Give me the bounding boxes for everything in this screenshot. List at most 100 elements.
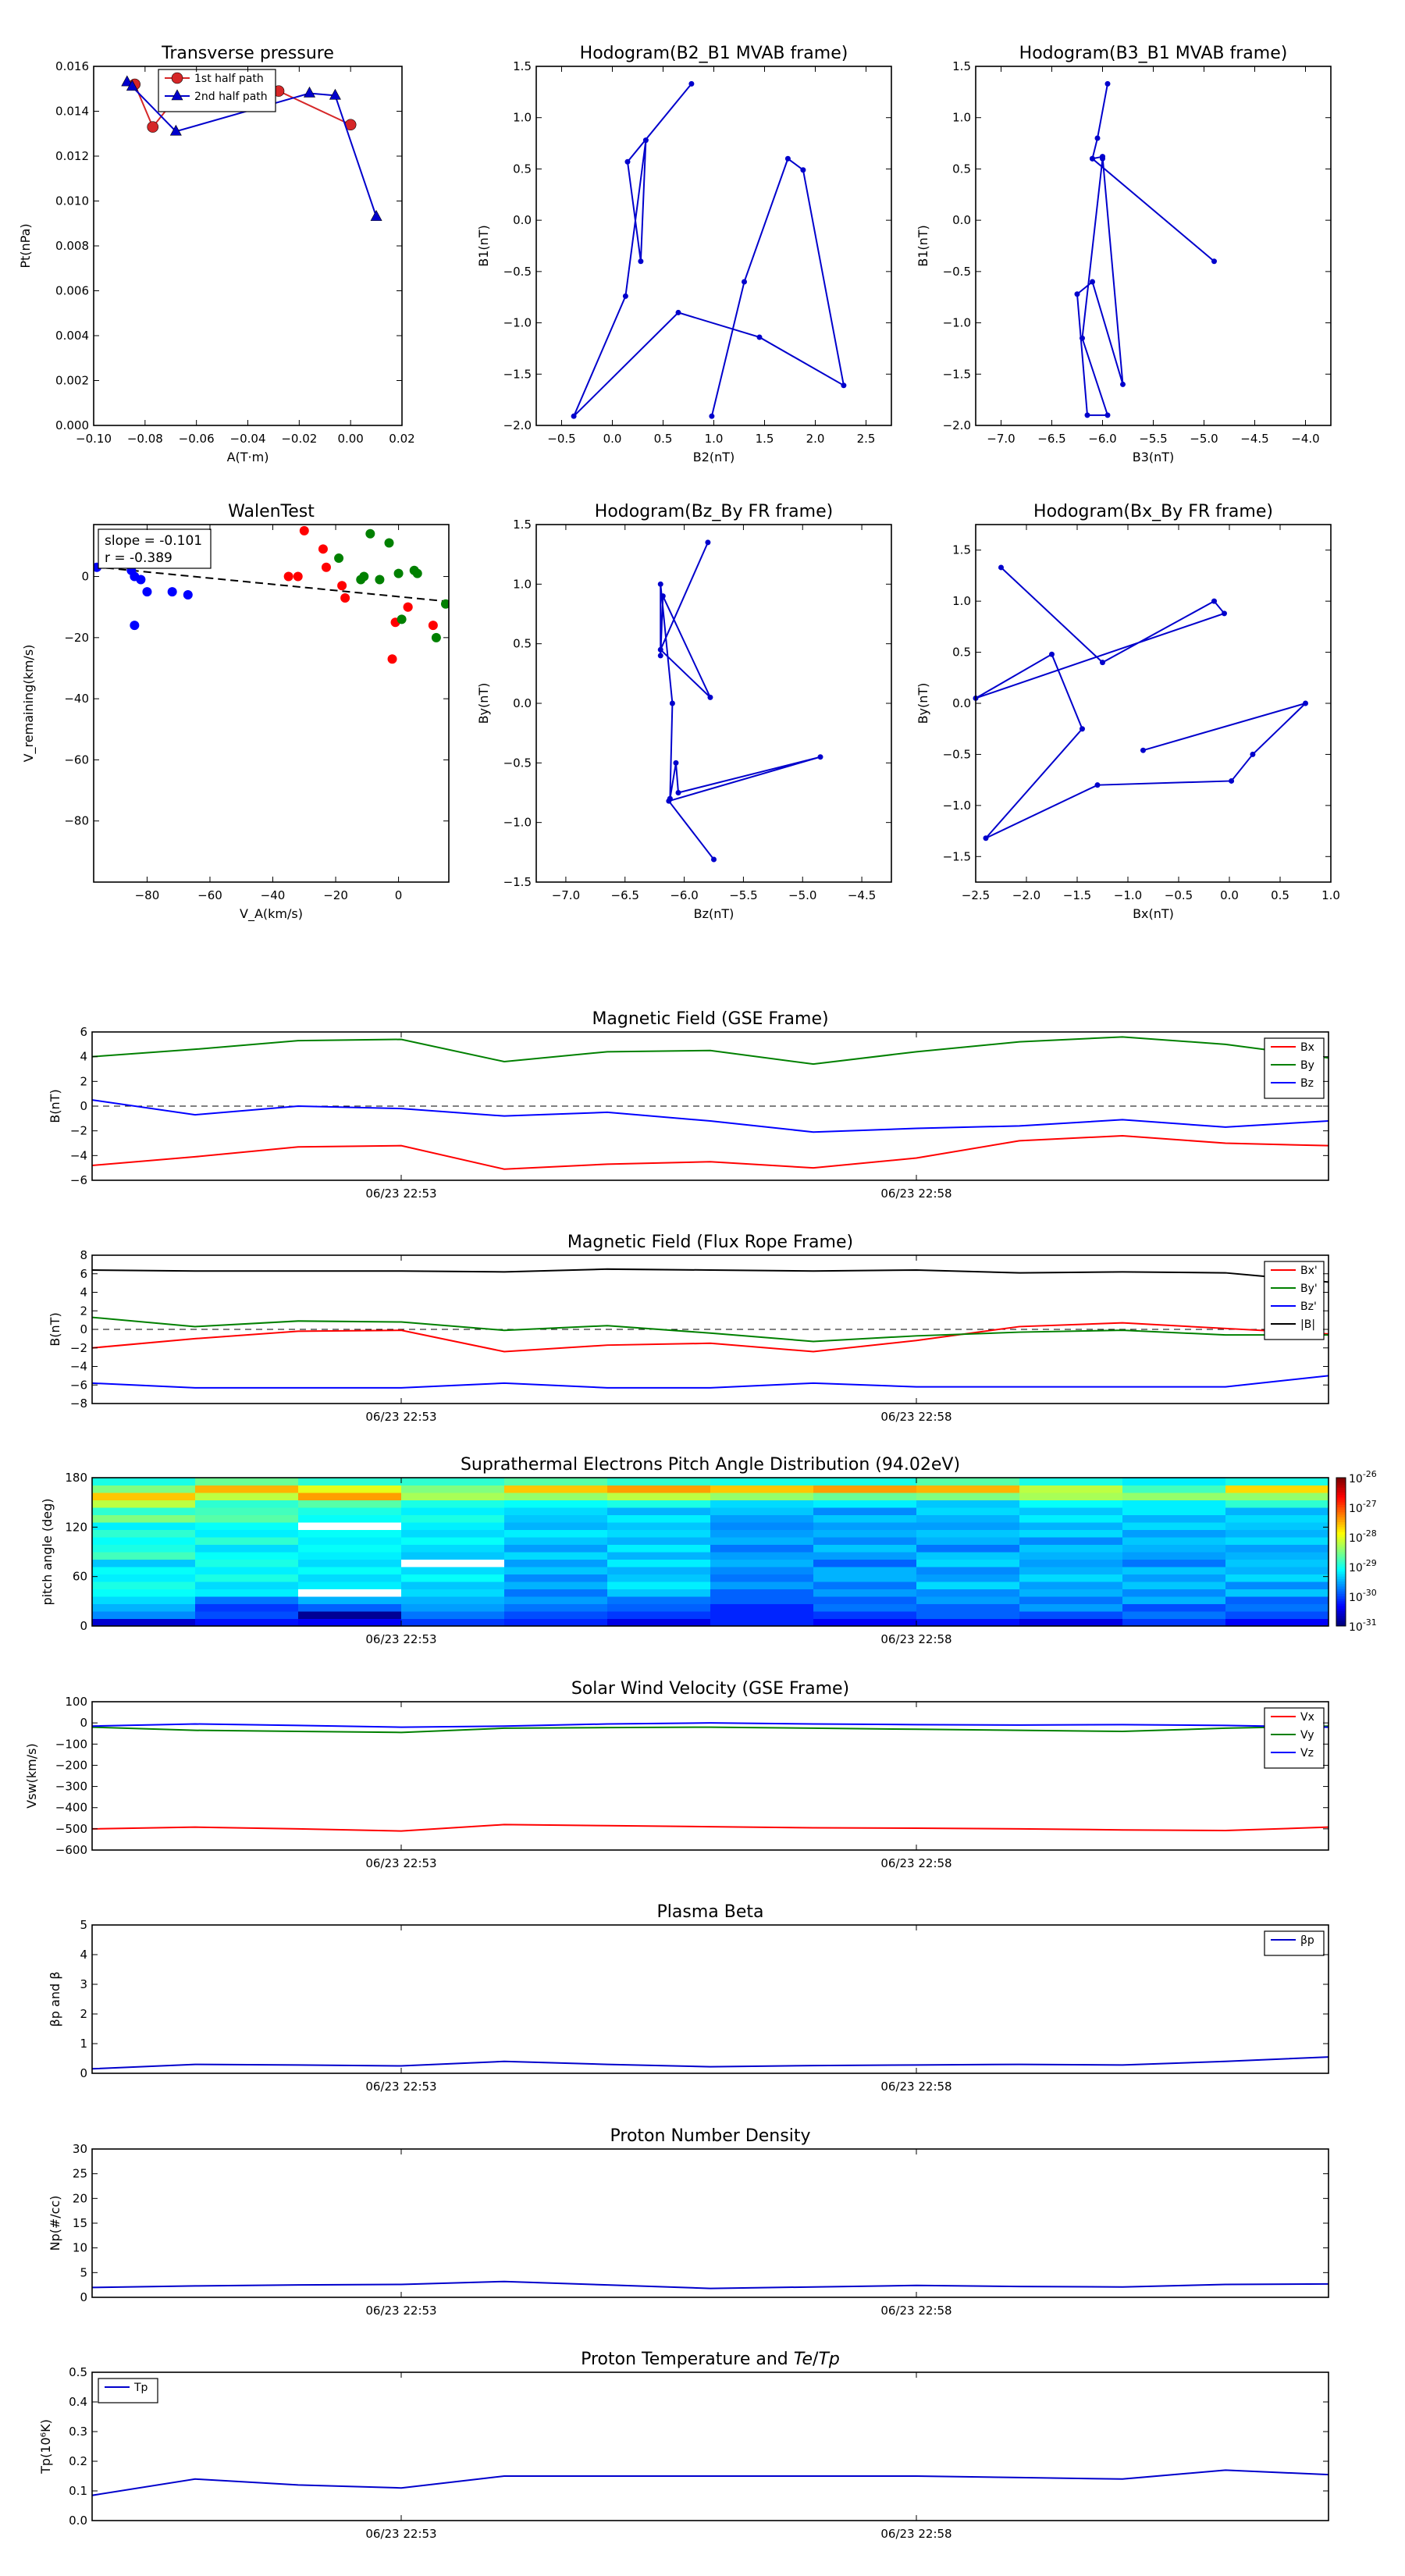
heatmap-cell xyxy=(1019,1596,1123,1604)
colorbar-segment xyxy=(1336,1574,1346,1578)
y-tick-label: 60 xyxy=(73,1570,87,1584)
heatmap-cell xyxy=(1225,1507,1329,1515)
chart-pitch_angle: Suprathermal Electrons Pitch Angle Distr… xyxy=(40,1455,1377,1646)
heatmap-cell xyxy=(1225,1552,1329,1560)
heatmap-cell xyxy=(710,1478,814,1485)
heatmap-cell xyxy=(710,1589,814,1597)
x-tick-label: −0.5 xyxy=(547,432,575,446)
heatmap-cell xyxy=(195,1478,299,1485)
x-tick-label: −0.02 xyxy=(281,432,317,446)
heatmap-cell xyxy=(607,1478,711,1485)
x-tick-label: 06/23 22:58 xyxy=(880,2080,951,2094)
heatmap-cell xyxy=(916,1478,1020,1485)
heatmap-cell xyxy=(916,1493,1020,1500)
heatmap-cell xyxy=(298,1500,402,1508)
data-point xyxy=(642,137,649,144)
scatter-point xyxy=(167,587,177,597)
x-tick-label: −5.5 xyxy=(1139,432,1167,446)
colorbar-segment xyxy=(1336,1569,1346,1572)
heatmap-cell xyxy=(504,1544,608,1553)
heatmap-cell xyxy=(813,1485,917,1493)
heatmap-cell xyxy=(1225,1574,1329,1582)
colorbar-segment xyxy=(1336,1493,1346,1496)
scatter-point xyxy=(359,571,369,582)
heatmap-cell xyxy=(1122,1507,1226,1515)
heatmap-cell xyxy=(1225,1611,1329,1619)
chart-title: Magnetic Field (Flux Rope Frame) xyxy=(567,1233,853,1252)
legend-label: βp xyxy=(1300,1934,1314,1947)
colorbar-exponent: -29 xyxy=(1363,1558,1377,1568)
data-point xyxy=(1250,751,1256,757)
heatmap-cell xyxy=(298,1544,402,1553)
heatmap-cell xyxy=(607,1522,711,1530)
heatmap-cell xyxy=(916,1529,1020,1538)
y-axis-label: By(nT) xyxy=(476,683,491,724)
colorbar-segment xyxy=(1336,1578,1346,1582)
heatmap-cell xyxy=(1019,1567,1123,1574)
hodogram-line xyxy=(573,83,845,417)
data-point xyxy=(1090,155,1095,162)
heatmap-cell xyxy=(1122,1611,1226,1619)
y-tick-label: 0 xyxy=(80,1619,87,1633)
heatmap-cell xyxy=(92,1493,196,1500)
heatmap-cell xyxy=(401,1529,505,1538)
x-tick-label: 0.02 xyxy=(389,432,414,446)
data-point xyxy=(1094,782,1101,788)
y-tick-label: −2.0 xyxy=(943,418,971,432)
heatmap-cell xyxy=(916,1582,1020,1589)
scatter-point xyxy=(299,525,309,535)
axes-frame xyxy=(91,1924,1329,2074)
y-tick-label: 6 xyxy=(80,1267,87,1281)
colorbar-segment xyxy=(1336,1564,1346,1567)
heatmap-cell xyxy=(298,1493,402,1500)
title-ratio-num: Te xyxy=(794,2350,813,2369)
heatmap-cell xyxy=(607,1618,711,1627)
y-tick-label: −1.0 xyxy=(503,316,532,330)
heatmap-cell xyxy=(710,1603,814,1612)
heatmap-cell xyxy=(195,1559,299,1567)
heatmap-cell xyxy=(401,1618,505,1627)
data-point xyxy=(784,155,791,162)
x-tick-label: 2.5 xyxy=(857,432,876,446)
y-tick-label: 0.5 xyxy=(952,162,971,176)
heatmap-cell xyxy=(1122,1529,1226,1538)
colorbar-segment xyxy=(1336,1522,1346,1525)
colorbar-segment xyxy=(1336,1601,1346,1604)
x-tick-label: 0.5 xyxy=(654,432,673,446)
legend-label: Vx xyxy=(1300,1711,1314,1724)
heatmap-cell xyxy=(195,1537,299,1545)
heatmap-cell xyxy=(1019,1559,1123,1567)
heatmap-cell xyxy=(401,1567,505,1574)
heatmap-cell xyxy=(1019,1544,1123,1553)
colorbar-base: 10 xyxy=(1349,1592,1363,1604)
data-point xyxy=(1104,80,1111,87)
heatmap-cell xyxy=(195,1596,299,1604)
colorbar-segment xyxy=(1336,1517,1346,1521)
x-axis-label: V_A(km/s) xyxy=(240,906,303,922)
y-tick-label: −500 xyxy=(55,1822,87,1836)
y-tick-label: 0 xyxy=(80,2066,87,2080)
series-line-0 xyxy=(92,2056,1329,2070)
heatmap-cell xyxy=(1225,1522,1329,1530)
x-tick-label: 1.0 xyxy=(705,432,724,446)
y-tick-label: 180 xyxy=(65,1471,87,1485)
y-tick-label: −2 xyxy=(70,1341,87,1355)
colorbar-label: 10-31 xyxy=(1349,1617,1377,1634)
chart-plasma_beta: Plasma Beta βp 06/23 22:53 06/23 22:58 0 1 2 3 4… xyxy=(48,1902,1329,2094)
colorbar-segment xyxy=(1336,1552,1346,1555)
axes-frame xyxy=(91,2371,1329,2521)
axes-frame xyxy=(975,524,1332,883)
heatmap-cell xyxy=(195,1582,299,1589)
colorbar-base: 10 xyxy=(1349,1532,1363,1545)
y-tick-label: 0.006 xyxy=(55,284,89,298)
heatmap-cell xyxy=(1225,1618,1329,1627)
heatmap-cell xyxy=(916,1618,1020,1627)
data-point xyxy=(998,564,1004,571)
scatter-point xyxy=(365,528,375,539)
x-tick-label: −6.0 xyxy=(670,888,698,902)
data-point xyxy=(675,790,681,795)
x-tick-label: 06/23 22:58 xyxy=(880,2304,951,2318)
y-tick-label: 2 xyxy=(80,1074,87,1088)
heatmap-cell xyxy=(607,1582,711,1589)
heatmap-cell xyxy=(504,1522,608,1530)
